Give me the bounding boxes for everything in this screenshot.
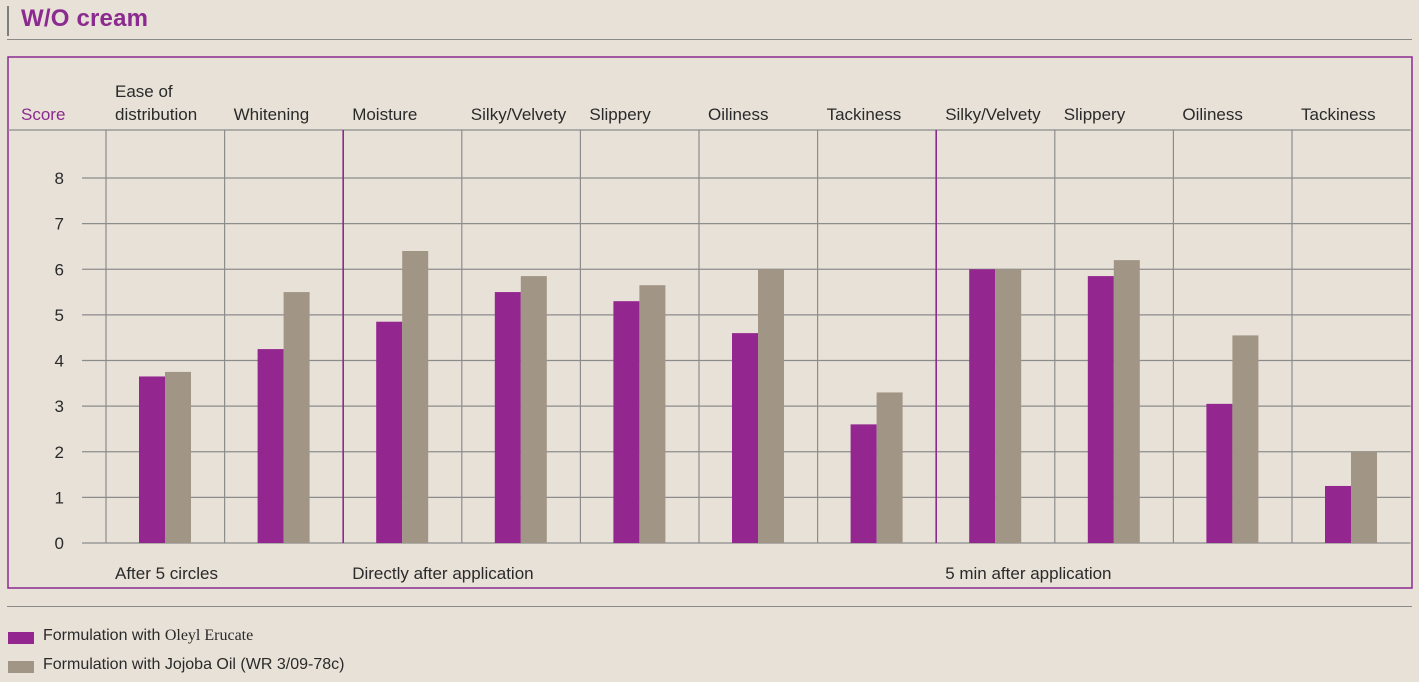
y-tick-label-0: 0 [55, 534, 64, 553]
group-label-1: Directly after application [352, 564, 533, 583]
category-label-10: Tackiness [1301, 105, 1376, 124]
legend-swatch-jojoba [8, 661, 34, 673]
bar-jojoba-10 [1351, 451, 1377, 543]
bar-oleyl-7 [969, 269, 996, 543]
group-label-0: After 5 circles [115, 564, 218, 583]
bar-jojoba-0 [165, 371, 191, 543]
title-accent-bar [7, 6, 9, 36]
bar-oleyl-8 [1087, 276, 1114, 543]
bar-oleyl-2 [376, 321, 403, 543]
bar-oleyl-5 [732, 333, 758, 543]
title-block: W/O cream [0, 0, 1412, 40]
y-tick-label-2: 2 [55, 443, 64, 462]
legend-label-oleyl-suffix: Oleyl Erucate [164, 627, 254, 644]
bar-oleyl-3 [494, 292, 521, 543]
category-label-2: Moisture [352, 105, 417, 124]
y-tick-label-4: 4 [55, 352, 64, 371]
bar-chart: 0 1 2 3 4 5 6 7 8 Score Ease of distribution Whiteni… [7, 56, 1413, 589]
bar-oleyl-9 [1206, 403, 1233, 543]
chart-frame [7, 56, 1413, 589]
category-label-1: Whitening [234, 105, 310, 124]
category-label-8: Slippery [1064, 105, 1126, 124]
bar-oleyl-4 [613, 301, 640, 543]
category-label-9: Oiliness [1182, 105, 1242, 124]
bar-jojoba-4 [639, 285, 666, 543]
bar-oleyl-1 [257, 349, 284, 543]
bar-oleyl-6 [850, 424, 877, 543]
category-label-3: Silky/Velvety [471, 105, 567, 124]
bar-jojoba-8 [1113, 260, 1140, 543]
y-tick-label-3: 3 [55, 397, 64, 416]
page-title: W/O cream [21, 5, 149, 32]
legend-label-oleyl-prefix: Formulation with [43, 627, 161, 644]
legend-label-jojoba: Formulation with Jojoba Oil (WR 3/09-78c… [43, 656, 344, 674]
bar-jojoba-5 [758, 269, 784, 543]
category-label-0-line-1: distribution [115, 105, 197, 124]
category-label-6: Tackiness [827, 105, 902, 124]
bar-oleyl-10 [1325, 485, 1351, 543]
bar-jojoba-1 [283, 292, 310, 543]
group-label-2: 5 min after application [945, 564, 1111, 583]
legend-rule [7, 606, 1412, 607]
bar-jojoba-2 [402, 251, 429, 543]
y-tick-label-6: 6 [55, 260, 64, 279]
y-tick-label-5: 5 [55, 306, 64, 325]
legend-swatch-oleyl [8, 632, 34, 644]
y-tick-label-7: 7 [55, 215, 64, 234]
category-label-0-line-0: Ease of [115, 82, 173, 101]
legend-label-jojoba-text: Formulation with Jojoba Oil (WR 3/09-78c… [43, 656, 345, 673]
bar-jojoba-6 [876, 392, 903, 543]
y-tick-label-1: 1 [55, 488, 64, 507]
legend-label-oleyl: Formulation with Oleyl Erucate [43, 627, 253, 645]
bar-jojoba-3 [520, 276, 547, 543]
bar-jojoba-9 [1232, 335, 1259, 543]
category-label-5: Oiliness [708, 105, 768, 124]
title-rule [7, 39, 1412, 40]
y-tick-label-8: 8 [55, 169, 64, 188]
y-axis-label: Score [21, 105, 65, 124]
bar-oleyl-0 [139, 376, 165, 543]
bar-jojoba-7 [995, 269, 1022, 543]
category-label-4: Slippery [589, 105, 651, 124]
category-label-7: Silky/Velvety [945, 105, 1041, 124]
